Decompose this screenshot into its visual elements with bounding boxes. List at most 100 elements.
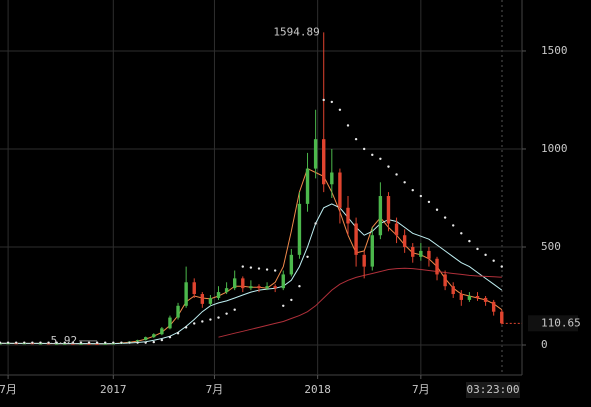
sar-dot xyxy=(362,147,366,151)
candle-body xyxy=(346,207,350,224)
y-tick-label: 1500 xyxy=(541,44,568,57)
sar-dot xyxy=(371,153,374,157)
candle-body xyxy=(257,286,261,289)
candle-body xyxy=(394,223,399,236)
candle-body xyxy=(184,282,188,306)
sar-dot xyxy=(23,341,26,344)
sar-dot xyxy=(476,247,479,251)
candle-body xyxy=(402,235,407,247)
candle-body xyxy=(208,297,213,304)
sar-dot xyxy=(0,341,2,344)
candle-body xyxy=(103,343,107,345)
candle-body xyxy=(241,278,245,289)
sar-dot xyxy=(144,341,147,344)
min-label: 5.92 xyxy=(51,334,78,347)
candle-body xyxy=(443,274,447,287)
candle-body xyxy=(224,288,229,293)
candle-body xyxy=(411,246,415,257)
sar-dot xyxy=(55,341,58,344)
sar-dot xyxy=(14,341,18,344)
candle-body xyxy=(87,343,91,345)
candle-body xyxy=(386,196,391,224)
candle-body xyxy=(427,250,431,259)
candle-body xyxy=(281,274,285,289)
sar-dot xyxy=(193,322,196,325)
candle-body xyxy=(46,343,51,345)
max-label: 1594.89 xyxy=(273,25,319,38)
sar-dot xyxy=(241,265,244,268)
x-tick-label: 2017 xyxy=(100,383,127,396)
candle-body xyxy=(135,340,140,342)
sar-dot xyxy=(273,269,277,272)
sar-dot xyxy=(435,208,439,211)
last-price-label: 110.65 xyxy=(541,316,581,329)
sar-dot xyxy=(427,200,431,204)
sar-dot xyxy=(128,341,131,344)
sar-dot xyxy=(452,224,455,227)
sar-dot xyxy=(338,108,342,111)
candle-body xyxy=(265,286,269,289)
sar-dot xyxy=(87,341,91,344)
candle-body xyxy=(354,223,358,255)
candle-body xyxy=(305,168,310,204)
sar-dot xyxy=(160,338,164,342)
candle-body xyxy=(249,286,253,289)
sar-dot xyxy=(403,181,406,184)
cursor-time: 03:23:00 xyxy=(467,383,520,396)
candle-body xyxy=(419,250,423,257)
sar-dot xyxy=(71,341,75,344)
sar-dot xyxy=(257,267,261,270)
sar-dot xyxy=(265,268,269,271)
sar-dot xyxy=(184,326,188,329)
sar-dot xyxy=(47,341,50,344)
candle-body xyxy=(435,258,439,275)
sar-dot xyxy=(79,341,83,344)
candle-body xyxy=(63,343,67,345)
candle-body xyxy=(168,317,172,329)
sar-dot xyxy=(395,173,398,176)
candle-body xyxy=(370,235,374,267)
candle-body xyxy=(297,203,302,255)
sar-dot xyxy=(290,298,293,302)
candle-body xyxy=(176,305,180,318)
sar-dot xyxy=(95,341,99,344)
sar-dot xyxy=(112,341,115,344)
candle-body xyxy=(313,139,318,169)
candle-body xyxy=(192,282,196,295)
candle-body xyxy=(289,254,294,275)
sar-dot xyxy=(152,340,155,344)
candle-body xyxy=(322,139,326,185)
sar-dot xyxy=(104,341,107,344)
candle-body xyxy=(330,172,334,185)
ma-line xyxy=(0,167,503,345)
candle-body xyxy=(0,343,2,345)
sar-dot xyxy=(217,316,220,319)
x-tick-label: 7月 xyxy=(412,383,430,396)
sar-dot xyxy=(233,308,236,311)
sar-dot xyxy=(63,341,66,344)
x-tick-label: 7月 xyxy=(206,383,224,396)
sar-dot xyxy=(298,284,301,288)
sar-dot xyxy=(168,335,172,339)
y-tick-label: 0 xyxy=(541,338,548,351)
candle-body xyxy=(38,343,43,345)
candle-body xyxy=(232,278,237,289)
sar-dot xyxy=(209,318,212,321)
sar-dot xyxy=(306,255,309,258)
sar-dot xyxy=(484,253,487,257)
sar-dot xyxy=(314,222,317,225)
candle-body xyxy=(79,343,83,345)
sar-dot xyxy=(419,194,423,198)
y-tick-label: 500 xyxy=(541,240,561,253)
y-tick-label: 1000 xyxy=(541,142,568,155)
candle-body xyxy=(483,297,488,302)
sar-dot xyxy=(39,341,42,344)
candle-body xyxy=(95,343,99,345)
sar-dot xyxy=(379,157,382,160)
candle-body xyxy=(500,311,504,324)
sar-dot xyxy=(460,232,463,235)
candle-body xyxy=(216,292,221,298)
candle-body xyxy=(362,254,366,267)
sar-dot xyxy=(443,216,447,219)
sar-dot xyxy=(136,341,139,344)
